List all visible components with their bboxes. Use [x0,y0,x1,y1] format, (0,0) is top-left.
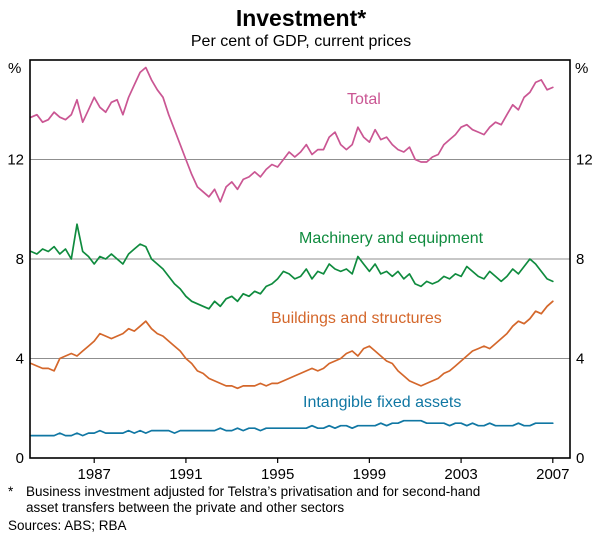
y-axis-unit-left: % [8,60,22,77]
chart-title: Investment* [235,5,367,31]
svg-text:8: 8 [576,251,584,268]
svg-text:2003: 2003 [444,466,477,483]
svg-text:0: 0 [16,450,24,467]
footnote-marker: * [8,484,14,499]
svg-text:1991: 1991 [169,466,202,483]
svg-text:1987: 1987 [78,466,111,483]
svg-text:1995: 1995 [261,466,294,483]
chart-subtitle: Per cent of GDP, current prices [190,33,412,50]
svg-text:12: 12 [7,152,24,169]
sources-line: Sources: ABS; RBA [8,518,127,533]
svg-text:12: 12 [576,152,593,169]
svg-text:8: 8 [16,251,24,268]
series-label-total: Total [347,91,381,108]
svg-text:2007: 2007 [536,466,569,483]
y-axis-unit-right: % [575,60,589,77]
svg-text:1999: 1999 [353,466,386,483]
series-label-intangible-fixed-assets: Intangible fixed assets [303,394,462,411]
series-label-machinery-and-equipment: Machinery and equipment [299,230,484,247]
footnote-text: Business investment adjusted for Telstra… [26,484,481,515]
footnote: * Business investment adjusted for Telst… [8,484,516,516]
svg-text:4: 4 [16,351,24,368]
svg-text:0: 0 [576,450,584,467]
svg-text:4: 4 [576,351,584,368]
series-label-buildings-and-structures: Buildings and structures [271,310,442,327]
